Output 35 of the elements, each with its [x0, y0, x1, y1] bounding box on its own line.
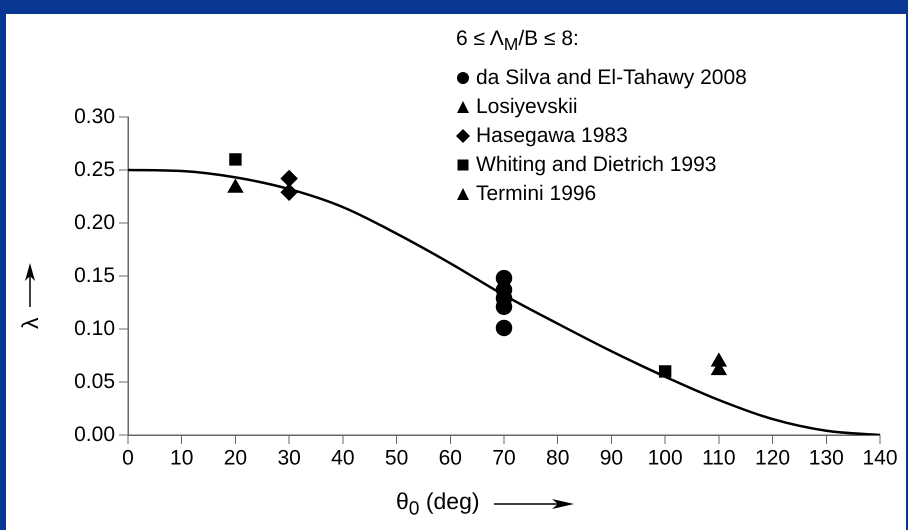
- x-tick-label: 10: [170, 446, 194, 470]
- x-tick-label: 50: [384, 446, 408, 470]
- x-tick-label: 20: [224, 446, 248, 470]
- x-tick-label: 90: [600, 446, 624, 470]
- y-tick-label: 0.10: [74, 316, 115, 340]
- legend-title: 6 ≤ Λ$_{M}$/B ≤ 8:: [456, 26, 580, 56]
- y-tick-label: 0.30: [74, 104, 115, 128]
- x-tick-label: 110: [702, 446, 736, 470]
- legend-label: da Silva and El-Tahawy 2008: [476, 65, 747, 92]
- y-tick-label: 0.00: [74, 422, 115, 446]
- x-axis-title: θ$_{0}$ (deg): [396, 488, 480, 521]
- point: [280, 170, 298, 187]
- point: [658, 365, 672, 378]
- x-tick-label: 0: [122, 446, 134, 470]
- x-tick-label: 40: [331, 446, 355, 470]
- point: [280, 184, 298, 201]
- x-tick-label: 130: [808, 446, 844, 470]
- legend-label: Losiyevskii: [476, 94, 578, 120]
- point: [496, 320, 512, 336]
- legend-label: Whiting and Dietrich 1993: [476, 152, 716, 178]
- x-tick-label: 80: [546, 446, 570, 470]
- y-tick-label: 0.20: [74, 210, 115, 234]
- y-tick-label: 0.25: [74, 158, 115, 181]
- y-axis-title: λ: [16, 318, 44, 329]
- legend-label: Termini 1996: [476, 181, 596, 208]
- x-tick-label: 70: [492, 446, 516, 470]
- y-tick-label: 0.05: [74, 370, 115, 393]
- x-tick-label: 60: [438, 446, 462, 470]
- x-tick-label: 140: [862, 446, 898, 470]
- point: [229, 153, 242, 166]
- y-tick-label: 0.15: [74, 264, 115, 287]
- x-tick-label: 100: [648, 446, 683, 470]
- legend-label: Hasegawa 1983: [476, 123, 628, 150]
- x-tick-label: 30: [277, 446, 301, 470]
- x-tick-label: 120: [755, 446, 790, 470]
